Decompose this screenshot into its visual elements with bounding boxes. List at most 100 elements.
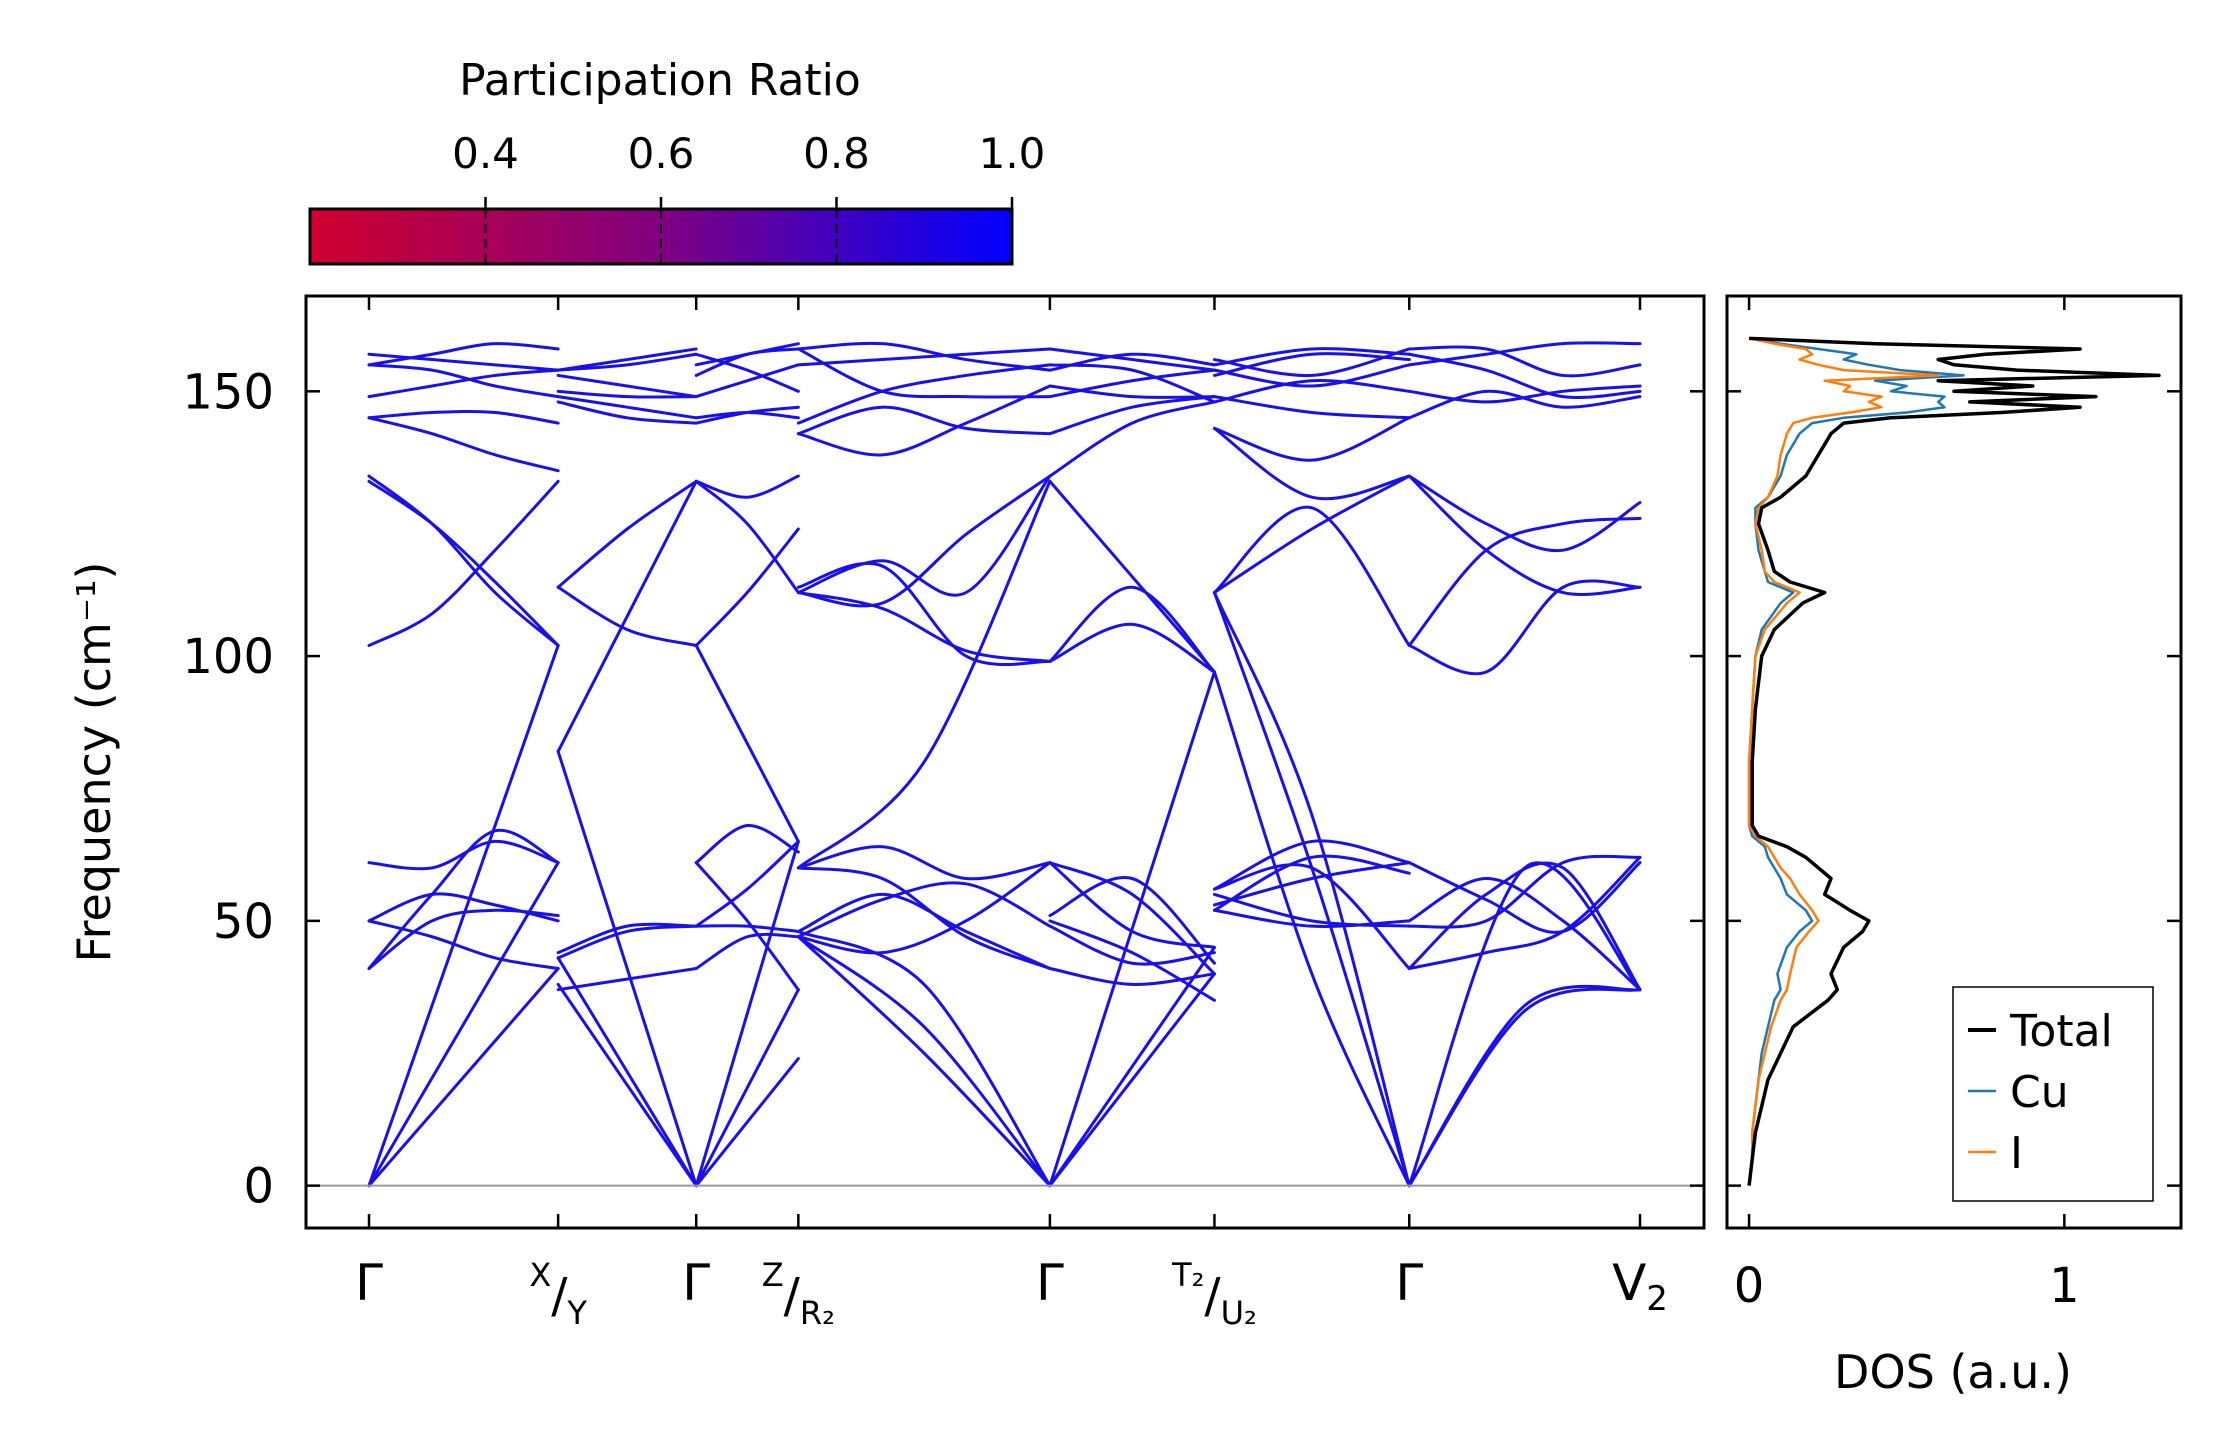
phonon-band-line — [1212, 854, 1411, 912]
phonon-band-line — [1048, 622, 1216, 674]
k-point-label: T₂/U₂ — [1171, 1256, 1257, 1332]
phonon-band-line — [796, 881, 1052, 939]
phonon-band-line — [1212, 347, 1411, 367]
phonon-band-line — [694, 861, 800, 992]
phonon-band-line — [1212, 416, 1411, 462]
phonon-band-line — [1048, 400, 1216, 478]
k-point-label: Z/R₂ — [762, 1256, 835, 1332]
phonon-band-line — [367, 479, 560, 647]
phonon-band-line — [556, 749, 698, 1188]
phonon-band-line — [367, 363, 560, 399]
dos-line-i — [1747, 337, 1940, 1186]
phonon-band-line — [1212, 347, 1411, 377]
k-point-label: Γ — [355, 1254, 383, 1312]
phonon-band-line — [367, 644, 560, 1188]
dos-line-total — [1747, 336, 2161, 1186]
y-axis-label: Frequency (cm⁻¹) — [67, 562, 121, 963]
phonon-band-line — [796, 562, 1052, 667]
phonon-band-line — [1212, 363, 1411, 388]
dos-x-axis-label: DOS (a.u.) — [1834, 1345, 2072, 1399]
phonon-band-line — [1048, 384, 1216, 399]
phonon-band-line — [1048, 479, 1216, 674]
phonon-band-line — [556, 373, 698, 399]
legend-label-i: I — [2010, 1128, 2023, 1179]
phonon-band-line — [367, 839, 560, 871]
phonon-band-line — [1048, 585, 1216, 674]
phonon-band-line — [556, 347, 698, 372]
phonon-band-line — [796, 935, 1052, 1188]
phonon-band-structure-panel: 0 50 100 150 Γ X/Y Γ Z/R₂ Γ T₂/U₂ Γ V2 Frequency (c… — [67, 294, 1706, 1332]
phonon-band-line — [796, 347, 1052, 367]
y-axis-tick-label: 50 — [213, 894, 274, 950]
phonon-band-line — [556, 479, 698, 753]
phonon-band-line — [1407, 384, 1642, 404]
colorbar-tick-label: 1.0 — [979, 129, 1046, 178]
phonon-band-line — [694, 474, 800, 499]
phonon-band-line — [556, 400, 698, 425]
phonon-band-line — [796, 866, 1052, 971]
k-point-label: Γ — [1036, 1254, 1064, 1312]
phonon-band-line — [1048, 967, 1216, 986]
phonon-band-line — [694, 1057, 800, 1188]
phonon-band-line — [796, 384, 1052, 457]
phonon-band-line — [796, 341, 1052, 372]
k-point-label: Γ — [1395, 1254, 1423, 1312]
phonon-band-line — [367, 416, 560, 473]
k-point-label: X/Y — [529, 1256, 587, 1332]
phonon-band-line — [1407, 861, 1642, 934]
phonon-band-line — [796, 892, 1052, 971]
phonon-band-line — [367, 342, 560, 367]
phonon-band-line — [367, 861, 560, 1188]
phonon-band-line — [367, 352, 560, 372]
phonon-band-line — [694, 839, 800, 1188]
phonon-band-line — [796, 845, 1052, 881]
phonon-band-line — [556, 982, 698, 1188]
colorbar-tick-label: 0.4 — [452, 129, 519, 178]
phonon-band-line — [556, 389, 698, 399]
phonon-band-line — [796, 405, 1052, 436]
phonon-band-line — [796, 591, 1052, 663]
phonon-band-line — [694, 644, 800, 843]
phonon-band-line — [1407, 474, 1642, 596]
phonon-band-line — [367, 409, 560, 425]
phonon-band-line — [367, 919, 560, 971]
phonon-band-line — [1212, 426, 1411, 501]
phonon-band-line — [367, 967, 560, 1188]
phonon-band-line — [1048, 972, 1216, 1188]
phonon-band-line — [694, 411, 800, 420]
dos-x-tick-label: 1 — [2049, 1258, 2080, 1314]
phonon-band-line — [694, 932, 800, 971]
y-axis-tick-label: 0 — [243, 1159, 274, 1215]
k-point-label: V2 — [1612, 1254, 1668, 1319]
dos-legend: Total Cu I — [1952, 986, 2154, 1202]
dos-panel: 0 1 DOS (a.u.) Total Cu I — [1725, 294, 2183, 1399]
legend-label-total: Total — [2009, 1006, 2113, 1057]
phonon-band-line — [1212, 474, 1411, 595]
phonon-band-line — [694, 988, 800, 1188]
phonon-band-line — [796, 363, 1052, 425]
phonon-band-line — [796, 474, 1052, 597]
phonon-band-line — [556, 479, 698, 589]
phonon-band-line — [796, 474, 1052, 608]
legend-frame — [1952, 986, 2154, 1202]
phonon-band-line — [796, 861, 1052, 955]
phonon-band-line — [1048, 924, 1216, 966]
phonon-band-line — [1048, 352, 1216, 372]
phonon-band-line — [1212, 591, 1411, 1188]
k-point-label: Γ — [682, 1254, 710, 1312]
phonon-band-line — [1407, 345, 1642, 378]
phonon-band-line — [1407, 984, 1642, 1188]
phonon-band-line — [367, 474, 560, 647]
phonon-band-line — [694, 347, 800, 377]
phonon-band-line — [556, 924, 698, 960]
dos-plot-frame — [1725, 294, 2183, 1230]
phonon-band-line — [1407, 352, 1642, 399]
phonon-band-line — [556, 967, 698, 992]
phonon-band-line — [796, 935, 1052, 1188]
phonon-band-line — [556, 395, 698, 420]
phonon-band-line — [1048, 670, 1216, 1188]
colorbar-tick-label: 0.8 — [803, 129, 870, 178]
phonon-band-line — [1048, 945, 1216, 1188]
phonon-band-line — [1407, 861, 1642, 1188]
